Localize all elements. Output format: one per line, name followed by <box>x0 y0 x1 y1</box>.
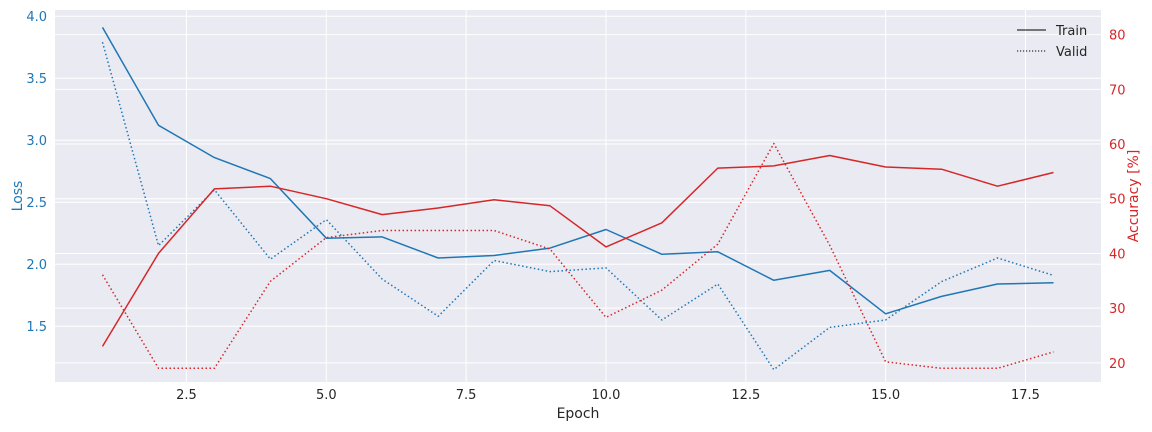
x-tick-label: 15.0 <box>871 388 900 403</box>
legend-train-label: Train <box>1055 24 1087 39</box>
legend-valid-label: Valid <box>1056 45 1087 60</box>
legend: Train Valid <box>1017 24 1087 60</box>
plot-background <box>55 10 1101 382</box>
loss-train-line <box>101 27 1054 315</box>
x-tick-label: 5.0 <box>316 388 337 403</box>
y-right-tick-label: 20 <box>1109 357 1126 372</box>
x-tick-label: 2.5 <box>176 388 197 403</box>
grid <box>55 10 1101 382</box>
y-right-tick-label: 50 <box>1109 193 1126 208</box>
loss-valid-line <box>101 42 1054 371</box>
y-left-tick-label: 2.0 <box>26 258 47 273</box>
y-right-tick-label: 60 <box>1109 138 1126 153</box>
y-right-tick-label: 40 <box>1109 247 1126 262</box>
axes-layer: 2.5 5.0 7.5 10.0 12.5 15.0 17.5 1.5 2.0 2.5 3.0 3.5… <box>26 10 1125 403</box>
y-left-tick-label: 2.5 <box>26 196 47 211</box>
y-left-tick-label: 3.0 <box>26 134 47 149</box>
x-tick-label: 17.5 <box>1011 388 1040 403</box>
y-left-tick-label: 3.5 <box>26 72 47 87</box>
y-right-tick-label: 70 <box>1109 83 1126 98</box>
series-layer <box>101 27 1054 371</box>
y-right-tick-label: 80 <box>1109 29 1126 44</box>
y-right-axis-title: Accuracy [%] <box>1126 150 1142 243</box>
x-axis-title: Epoch <box>557 406 600 422</box>
x-tick-label: 7.5 <box>456 388 477 403</box>
x-tick-label: 12.5 <box>731 388 760 403</box>
y-left-tick-label: 1.5 <box>26 320 47 335</box>
y-left-axis-title: Loss <box>10 181 26 212</box>
x-tick-label: 10.0 <box>591 388 620 403</box>
accuracy-train-line <box>101 154 1054 347</box>
y-left-tick-label: 4.0 <box>26 10 47 25</box>
y-right-tick-label: 30 <box>1109 302 1126 317</box>
